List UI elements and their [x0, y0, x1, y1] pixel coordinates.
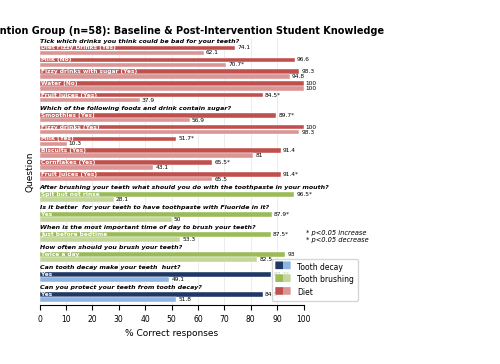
Text: 74.1: 74.1	[238, 46, 250, 51]
Text: Tick which drinks you think could be bad for your teeth?: Tick which drinks you think could be bad…	[40, 39, 239, 44]
Text: Smoothies (Yes): Smoothies (Yes)	[41, 113, 94, 118]
Text: 56.9: 56.9	[192, 118, 205, 123]
Text: Can tooth decay make your teeth  hurt?: Can tooth decay make your teeth hurt?	[40, 265, 180, 270]
Text: 89.7*: 89.7*	[278, 113, 294, 118]
Text: 98.3: 98.3	[301, 69, 314, 74]
Text: Twice a day: Twice a day	[41, 252, 80, 257]
Bar	[40, 192, 294, 197]
Text: Biscuits (Yes): Biscuits (Yes)	[41, 148, 86, 153]
Bar	[40, 232, 270, 237]
Text: 84.5*: 84.5*	[265, 93, 281, 98]
Text: 100: 100	[306, 86, 317, 91]
Bar	[40, 113, 276, 118]
Text: Yes: Yes	[41, 212, 52, 217]
X-axis label: % Correct responses: % Correct responses	[125, 329, 218, 338]
Text: 93: 93	[287, 252, 294, 257]
Text: 82.5: 82.5	[260, 257, 272, 262]
Text: 70.7*: 70.7*	[228, 62, 244, 67]
Text: Yes: Yes	[41, 272, 52, 277]
Text: Just before bedtime: Just before bedtime	[41, 232, 107, 237]
Bar	[40, 165, 154, 170]
Title: Intervention Group (n=58): Baseline & Post-Intervention Student Knowledge: Intervention Group (n=58): Baseline & Po…	[0, 26, 384, 36]
Bar	[40, 93, 262, 98]
Text: When is the most important time of day to brush your teeth?: When is the most important time of day t…	[40, 225, 255, 230]
Bar	[40, 217, 172, 222]
Bar	[40, 58, 294, 62]
Bar	[40, 297, 176, 302]
Text: 100: 100	[306, 124, 317, 130]
Text: After brushing your teeth what should you do with the toothpaste in your mouth?: After brushing your teeth what should yo…	[40, 185, 330, 190]
Bar	[40, 292, 262, 297]
Text: Fizzy drinks with sugar (Yes): Fizzy drinks with sugar (Yes)	[41, 69, 137, 74]
Bar	[40, 177, 212, 182]
Text: Which of the following foods and drink contain sugar?: Which of the following foods and drink c…	[40, 106, 230, 111]
Bar	[40, 252, 285, 257]
Text: Fruit juices (Yes): Fruit juices (Yes)	[41, 172, 97, 177]
Text: 87.7*: 87.7*	[273, 272, 289, 277]
Text: Water (No): Water (No)	[41, 81, 78, 86]
Text: 96.6: 96.6	[296, 57, 310, 62]
Text: 51.8: 51.8	[178, 297, 192, 302]
Bar	[40, 98, 140, 102]
Bar	[40, 237, 180, 242]
Bar	[40, 172, 281, 177]
Text: 37.9: 37.9	[142, 98, 155, 103]
Bar	[40, 51, 203, 55]
Y-axis label: Question: Question	[25, 151, 34, 192]
Legend: Tooth decay, Tooth brushing, Diet: Tooth decay, Tooth brushing, Diet	[272, 259, 358, 301]
Bar	[40, 81, 304, 86]
Bar	[40, 272, 271, 277]
Text: 87.5*: 87.5*	[272, 232, 289, 237]
Bar	[40, 160, 212, 165]
Text: 62.1: 62.1	[206, 51, 218, 55]
Text: 28.1: 28.1	[116, 197, 129, 202]
Text: 91.4: 91.4	[283, 148, 296, 153]
Text: 87.9*: 87.9*	[274, 212, 290, 217]
Text: Diet Fizzy Drinks (Yes): Diet Fizzy Drinks (Yes)	[41, 46, 116, 51]
Text: Yes: Yes	[41, 292, 52, 297]
Bar	[40, 63, 226, 67]
Text: 100: 100	[306, 81, 317, 86]
Text: 43.1: 43.1	[156, 165, 168, 170]
Text: Milk (Yes): Milk (Yes)	[41, 136, 74, 141]
Bar	[40, 136, 176, 141]
Bar	[40, 149, 281, 153]
Text: Spit but not rinse: Spit but not rinse	[41, 192, 100, 197]
Text: 53.3: 53.3	[182, 237, 196, 242]
Text: * p<0.05 increase
* p<0.05 decrease: * p<0.05 increase * p<0.05 decrease	[306, 230, 369, 243]
Text: Can you protect your teeth from tooth decay?: Can you protect your teeth from tooth de…	[40, 285, 202, 290]
Text: 96.5*: 96.5*	[296, 192, 312, 197]
Bar	[40, 125, 304, 129]
Text: Fizzy drinks (Yes): Fizzy drinks (Yes)	[41, 124, 100, 130]
Bar	[40, 212, 272, 217]
Bar	[40, 142, 66, 146]
Bar	[40, 74, 290, 79]
Bar	[40, 118, 190, 122]
Text: Is it better  for your teeth to have toothpaste with Fluoride in it?: Is it better for your teeth to have toot…	[40, 205, 268, 210]
Text: 49.1: 49.1	[172, 277, 184, 282]
Text: Fruit juices (Yes): Fruit juices (Yes)	[41, 93, 97, 98]
Text: 10.3: 10.3	[69, 141, 82, 146]
Bar	[40, 277, 169, 282]
Bar	[40, 70, 299, 74]
Text: 51.7*: 51.7*	[178, 136, 194, 141]
Text: 98.3: 98.3	[301, 130, 314, 135]
Bar	[40, 130, 299, 134]
Bar	[40, 153, 254, 158]
Text: How often should you brush your teeth?: How often should you brush your teeth?	[40, 245, 182, 250]
Bar	[40, 46, 235, 50]
Text: 65.5: 65.5	[214, 177, 228, 182]
Bar	[40, 257, 258, 262]
Text: Cornflakes (Yes): Cornflakes (Yes)	[41, 160, 96, 165]
Text: Milk (No): Milk (No)	[41, 57, 72, 62]
Bar	[40, 86, 304, 91]
Text: 81: 81	[256, 153, 263, 158]
Bar	[40, 197, 114, 202]
Text: 94.8: 94.8	[292, 74, 305, 79]
Text: 91.4*: 91.4*	[283, 172, 299, 177]
Text: 65.5*: 65.5*	[214, 160, 230, 165]
Text: 84.5*: 84.5*	[265, 292, 281, 297]
Text: 50: 50	[174, 217, 181, 222]
